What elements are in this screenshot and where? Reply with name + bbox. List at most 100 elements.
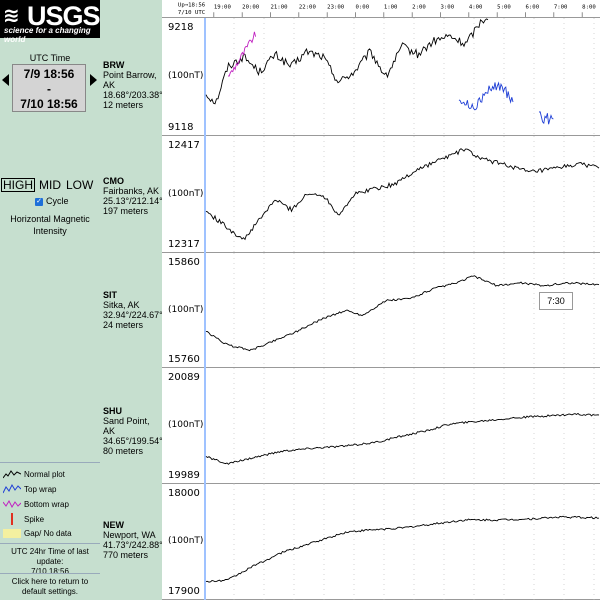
time-start: 7/9 18:56 xyxy=(23,67,75,81)
plot-panel-new: 18000 17900 (100nT) xyxy=(162,484,600,600)
legend-top-wrap: Top wrap xyxy=(0,483,100,497)
utc-time-label: UTC Time xyxy=(29,53,71,63)
station-name: Sand Point, AK xyxy=(103,416,150,436)
usgs-wordmark: USGS xyxy=(27,1,101,31)
station-brw: BRW Point Barrow, AK 18.68°/203.38° 12 mete… xyxy=(103,60,163,110)
time-axis-tick-label: 22:00 xyxy=(299,5,317,11)
trace-plot[interactable] xyxy=(204,253,600,368)
station-code: SHU xyxy=(103,406,123,416)
time-axis-tick-label: 7:00 xyxy=(554,5,568,11)
station-code: NEW xyxy=(103,520,124,530)
time-axis-tick-label: 1:00 xyxy=(384,5,398,11)
station-shu: SHU Sand Point, AK 34.65°/199.54° 80 meters xyxy=(103,406,163,456)
sensitivity-mid-option[interactable]: MID xyxy=(39,178,61,192)
station-name: Newport, WA xyxy=(103,530,156,540)
y-axis-max-label: 9218 xyxy=(168,22,194,33)
y-axis-min-label: 9118 xyxy=(168,122,194,133)
station-info-column: BRW Point Barrow, AK 18.68°/203.38° 12 mete… xyxy=(100,0,163,600)
previous-time-arrow-icon[interactable] xyxy=(2,74,9,86)
station-name: Point Barrow, AK xyxy=(103,70,157,90)
y-axis-unit-label: (100nT) xyxy=(168,71,204,81)
legend-gap: Gap/ No data xyxy=(0,527,100,541)
usgs-wave-icon: ≋ xyxy=(3,5,20,27)
time-axis-date-label: 7/10 UTC xyxy=(178,10,205,16)
next-time-arrow-icon[interactable] xyxy=(90,74,97,86)
time-axis-tick-label: 2:00 xyxy=(412,5,426,11)
reset-defaults-link[interactable]: Click here to return to default settings… xyxy=(0,573,100,597)
trace-line-top-wrap xyxy=(458,81,514,111)
mode-label: Horizontal Magnetic Intensity xyxy=(10,214,90,236)
legend-normal: Normal plot xyxy=(0,468,100,482)
y-axis-max-label: 15860 xyxy=(168,257,200,268)
spike-icon xyxy=(11,513,13,525)
trace-line-normal xyxy=(205,148,600,241)
plot-area: Up→18:56 7/10 UTC 19:00 20:00 21:00 22:00 23:0… xyxy=(162,0,600,600)
station-code: CMO xyxy=(103,176,124,186)
legend-top-wrap-label: Top wrap xyxy=(24,485,57,494)
plot-panel-brw: 9218 9118 (100nT) xyxy=(162,18,600,136)
legend-normal-label: Normal plot xyxy=(24,470,65,479)
plot-panel-sit: 15860 15760 (100nT) xyxy=(162,253,600,368)
sensitivity-high-option[interactable]: HIGH xyxy=(1,178,35,192)
station-coords: 34.65°/199.54° xyxy=(103,436,163,446)
y-axis-min-label: 19989 xyxy=(168,470,200,481)
legend-gap-label: Gap/ No data xyxy=(24,529,72,538)
station-sit: SIT Sitka, AK 32.94°/224.67° 24 meters xyxy=(103,290,163,330)
time-axis-tick-label: 8:00 xyxy=(582,5,596,11)
station-coords: 32.94°/224.67° xyxy=(103,310,163,320)
time-axis-start-marker: Up→18:56 xyxy=(178,3,206,9)
trace-plot[interactable] xyxy=(204,18,600,136)
sensitivity-low-option[interactable]: LOW xyxy=(66,178,94,192)
time-axis-tick-label: 4:00 xyxy=(469,5,483,11)
trace-line-top-wrap xyxy=(538,111,554,125)
cycle-toggle[interactable]: ✓ Cycle xyxy=(35,196,69,206)
plot-panel-shu: 20089 19989 (100nT) xyxy=(162,368,600,484)
trace-plot[interactable] xyxy=(204,368,600,484)
y-axis-unit-label: (100nT) xyxy=(168,420,204,430)
trace-line-normal xyxy=(205,515,600,583)
time-axis-tick-label: 6:00 xyxy=(526,5,540,11)
trace-line-bottom-wrap xyxy=(228,31,257,77)
legend-spike: Spike xyxy=(0,513,100,527)
legend-bottom-wrap-label: Bottom wrap xyxy=(24,500,69,509)
station-new: NEW Newport, WA 41.73°/242.88° 770 meters xyxy=(103,520,163,560)
time-end: 7/10 18:56 xyxy=(20,97,78,111)
y-axis-unit-label: (100nT) xyxy=(168,188,204,199)
station-elev: 770 meters xyxy=(103,550,149,560)
trace-line-normal xyxy=(205,275,600,352)
y-axis-max-label: 20089 xyxy=(168,372,200,383)
time-range-box: 7/9 18:56 - 7/10 18:56 xyxy=(12,64,86,112)
plot-legend: Normal plot Top wrap Bottom wrap Spike G… xyxy=(0,462,100,538)
time-axis-tick-label: 19:00 xyxy=(214,5,232,11)
y-axis-max-label: 18000 xyxy=(168,488,200,499)
y-axis-max-label: 12417 xyxy=(168,140,200,151)
y-axis-unit-label: (100nT) xyxy=(168,304,204,315)
time-axis-tick-label: 0:00 xyxy=(356,5,370,11)
y-axis-unit-label: (100nT) xyxy=(168,536,204,546)
trace-line-normal xyxy=(205,412,600,465)
legend-bottom-wrap: Bottom wrap xyxy=(0,498,100,512)
time-separator: - xyxy=(47,82,51,96)
time-tooltip: 7:30 xyxy=(539,292,573,310)
station-elev: 24 meters xyxy=(103,320,144,330)
station-elev: 197 meters xyxy=(103,206,149,216)
trace-plot[interactable] xyxy=(204,484,600,600)
trace-plot[interactable] xyxy=(204,136,600,253)
time-axis-tick-label: 3:00 xyxy=(441,5,455,11)
station-coords: 25.13°/212.14° xyxy=(103,196,163,206)
legend-spike-label: Spike xyxy=(24,515,45,524)
station-elev: 80 meters xyxy=(103,446,144,456)
last-update: UTC 24hr Time of last update: 7/10 18:56 xyxy=(0,543,100,577)
top-wrap-icon xyxy=(3,483,21,494)
usgs-logo[interactable]: ≋ USGS science for a changing world xyxy=(0,0,101,44)
station-coords: 18.68°/203.38° xyxy=(103,90,163,100)
cycle-checkbox[interactable]: ✓ xyxy=(35,197,43,206)
usgs-tagline: science for a changing world xyxy=(4,26,91,44)
last-update-value: 7/10 18:56 xyxy=(31,567,69,576)
y-axis-min-label: 17900 xyxy=(168,586,200,597)
trace-line-normal xyxy=(205,18,489,105)
last-update-label: UTC 24hr Time of last update: xyxy=(11,547,89,566)
control-panel: ≋ USGS science for a changing world UTC … xyxy=(0,0,101,600)
cycle-label: Cycle xyxy=(46,196,69,206)
